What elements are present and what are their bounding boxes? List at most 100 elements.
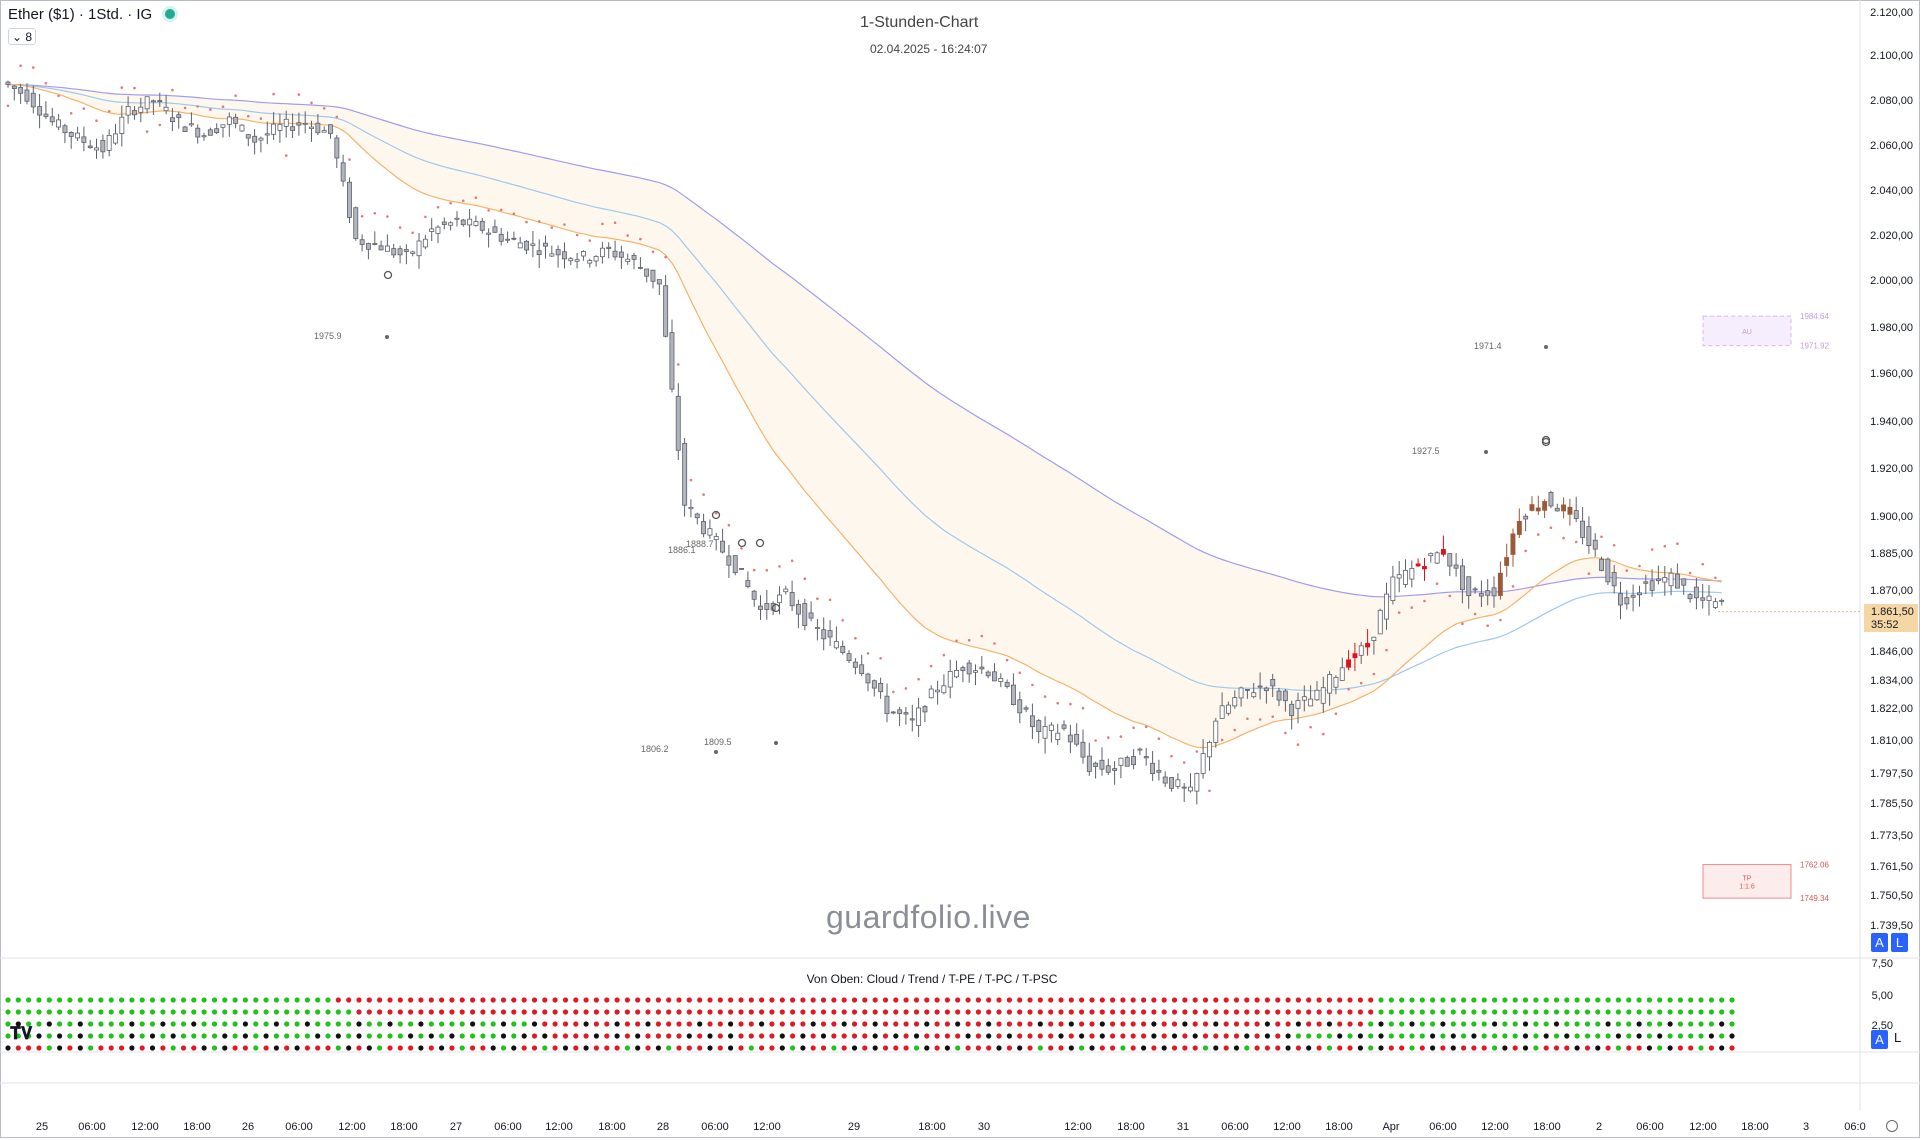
signal-dot xyxy=(521,997,527,1003)
ema-mid-line xyxy=(7,84,1722,692)
indicator-auto-scale-button[interactable]: A xyxy=(1871,1030,1888,1049)
signal-dot xyxy=(1357,1009,1363,1015)
psar-dot xyxy=(1587,572,1591,575)
time-axis-label: 18:00 xyxy=(1741,1121,1769,1133)
candle-body xyxy=(1105,765,1111,773)
signal-dot xyxy=(1306,1033,1312,1039)
take-profit-box[interactable] xyxy=(1702,864,1792,899)
signal-dot xyxy=(1553,997,1560,1003)
psar-dot xyxy=(689,478,693,482)
time-axis-label: 06:00 xyxy=(494,1121,522,1133)
signal-dot xyxy=(697,1021,703,1027)
signal-dot xyxy=(820,1009,827,1015)
signal-dot xyxy=(263,1033,269,1039)
signal-dot xyxy=(470,1009,476,1015)
candle-body xyxy=(473,221,479,226)
signal-dot xyxy=(222,1009,228,1015)
signal-dot xyxy=(1192,1033,1198,1039)
signal-dot xyxy=(418,1045,424,1051)
candle-body xyxy=(1238,687,1244,699)
signal-dot xyxy=(1048,1009,1054,1015)
signal-dot xyxy=(1657,1033,1663,1039)
candle-body xyxy=(1510,533,1516,555)
signal-dot xyxy=(1037,1045,1043,1051)
price-axis-label: 1.773,50 xyxy=(1870,830,1913,842)
signal-dot xyxy=(253,1021,259,1027)
candle-body xyxy=(62,125,68,134)
signal-dot xyxy=(1192,1021,1198,1027)
psar-dot xyxy=(1309,725,1312,729)
signal-dot xyxy=(872,1045,878,1051)
signal-dot xyxy=(1058,1045,1064,1051)
signal-dot xyxy=(1646,1033,1652,1039)
signal-dot xyxy=(583,1045,589,1051)
signal-dot xyxy=(542,1021,548,1027)
signal-dot xyxy=(1017,1033,1023,1039)
signal-dot xyxy=(1213,1045,1219,1051)
signal-dot xyxy=(1677,997,1683,1003)
signal-dot xyxy=(1161,1021,1167,1027)
signal-dot xyxy=(108,997,114,1003)
signal-dot xyxy=(1595,1045,1601,1051)
signal-dot xyxy=(851,1009,858,1015)
psar-dot xyxy=(563,223,566,226)
signal-dot xyxy=(377,997,383,1003)
signal-dot xyxy=(1657,1021,1663,1027)
candle-body xyxy=(1529,504,1535,511)
candle-body xyxy=(574,259,580,262)
signal-dot xyxy=(490,1045,496,1051)
target-box-upper[interactable] xyxy=(1702,315,1792,347)
candle-body xyxy=(486,232,491,235)
psar-dot xyxy=(107,110,111,113)
candle-body xyxy=(1491,587,1497,597)
signal-dot xyxy=(1151,1045,1157,1051)
signal-dot xyxy=(1419,1045,1425,1051)
candle-body xyxy=(359,239,365,245)
signal-dot xyxy=(1719,997,1725,1003)
signal-dot xyxy=(831,1045,837,1051)
candle-body xyxy=(416,240,422,257)
signal-dot xyxy=(1079,997,1085,1003)
candle-body xyxy=(783,588,789,593)
psar-dot xyxy=(917,677,920,681)
signal-dot xyxy=(1347,1033,1353,1039)
signal-dot xyxy=(686,997,692,1003)
signal-dot xyxy=(119,1045,125,1051)
indicator-log-scale-button[interactable]: L xyxy=(1894,1030,1902,1045)
time-axis-label: Apr xyxy=(1382,1121,1399,1133)
psar-dot xyxy=(1714,576,1717,580)
symbol-title[interactable]: Ether ($1) · 1Std. · IG xyxy=(8,6,153,23)
signal-dot xyxy=(1378,997,1384,1003)
signal-dot xyxy=(335,1009,341,1015)
signal-dot xyxy=(573,1021,579,1027)
signal-dot xyxy=(635,1009,641,1015)
price-axis-label: 1.739,50 xyxy=(1870,920,1913,932)
signal-dot xyxy=(470,1033,476,1039)
signal-dot xyxy=(893,1033,899,1039)
signal-dot xyxy=(996,1033,1002,1039)
psar-dot xyxy=(803,577,807,580)
tradingview-logo[interactable]: 𝐓𝐕 xyxy=(10,1024,33,1044)
signal-dot xyxy=(1326,997,1332,1003)
signal-dot xyxy=(201,1009,207,1015)
auto-scale-button[interactable]: A xyxy=(1871,933,1888,952)
signal-dot xyxy=(1688,1021,1694,1027)
gear-icon[interactable] xyxy=(1886,1120,1898,1132)
candle-body xyxy=(1415,563,1421,567)
signal-dot xyxy=(676,997,682,1003)
signal-dot xyxy=(583,1033,589,1039)
signal-dot xyxy=(46,1009,52,1015)
candle-body xyxy=(568,258,574,262)
signal-dot xyxy=(1461,997,1467,1003)
pivot-label: 1809.5 xyxy=(704,737,732,747)
signal-dot xyxy=(1017,997,1023,1003)
signal-dot xyxy=(1316,1033,1322,1039)
log-scale-button[interactable]: L xyxy=(1891,933,1908,952)
signal-dot xyxy=(1595,1009,1601,1015)
psar-dot xyxy=(1182,761,1186,764)
candle-body xyxy=(878,683,884,693)
indicator-toggle[interactable]: ⌄ 8 xyxy=(8,28,36,45)
candle-body xyxy=(1592,539,1598,550)
signal-dot xyxy=(1719,1033,1725,1039)
